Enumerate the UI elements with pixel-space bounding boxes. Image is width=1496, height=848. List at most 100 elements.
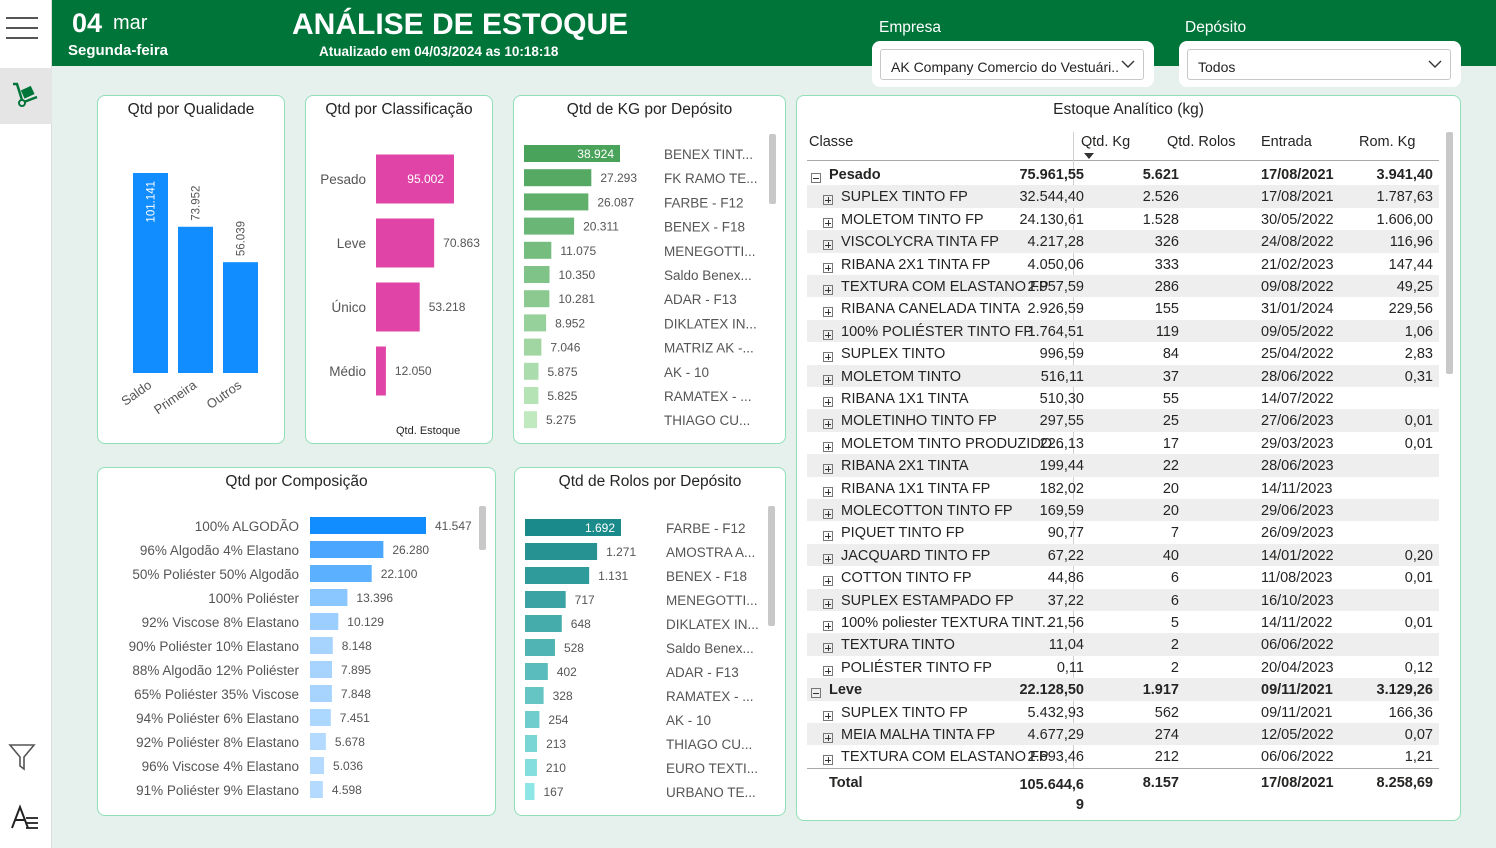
expand-icon[interactable] [823, 665, 833, 676]
row-classe: RIBANA 2X1 TINTA FP [823, 257, 990, 273]
expand-icon[interactable] [823, 553, 833, 564]
rolos-deposito-scrollbar[interactable] [768, 506, 775, 626]
group-row[interactable]: Leve 22.128,50 1.917 09/11/2021 3.129,26 [807, 678, 1439, 701]
col-header-qtd-kg[interactable]: Qtd. Kg [1081, 134, 1131, 150]
rolos-deposito-bar [525, 591, 566, 608]
expand-icon[interactable] [823, 240, 833, 251]
row-label: RIBANA 2X1 TINTA FP [841, 256, 991, 273]
kg-deposito-category-label: Saldo Benex... [664, 268, 752, 283]
row-entrada: 06/06/2022 [1261, 749, 1334, 766]
table-row[interactable]: JACQUARD TINTO FP 67,22 40 14/01/2022 0,20 [807, 543, 1439, 567]
group-row[interactable]: Pesado 75.961,55 5.621 17/08/2021 3.941,40 [807, 163, 1439, 185]
kg-deposito-scrollbar[interactable] [769, 134, 776, 204]
composicao-panel: Qtd por Composição 41.547 100% ALGODÃO 26.… [97, 467, 496, 816]
table-row[interactable]: MEIA MALHA TINTA FP 4.677,29 274 12/05/2022… [807, 723, 1439, 746]
table-row[interactable]: 100% poliester TEXTURA TINT... 21,56 5 14/1… [807, 611, 1439, 633]
table-row[interactable]: MOLETOM TINTO PRODUZIDO... 226,13 17 29/03/… [807, 432, 1439, 454]
expand-icon[interactable] [823, 352, 833, 363]
table-row[interactable]: TEXTURA TINTO 11,04 2 06/06/2022 [807, 633, 1439, 656]
table-row[interactable]: RIBANA 1X1 TINTA 510,30 55 14/07/2022 [807, 387, 1439, 409]
table-row[interactable]: RIBANA 2X1 TINTA 199,44 22 28/06/2023 [807, 454, 1439, 477]
table-row[interactable]: RIBANA 1X1 TINTA FP 182,02 20 14/11/2023 [807, 477, 1439, 499]
row-qtd-rolos: 333 [1154, 256, 1179, 273]
table-row[interactable]: MOLECOTTON TINTO FP 169,59 20 29/06/2023 [807, 499, 1439, 522]
composicao-data-label: 22.100 [381, 567, 418, 581]
rolos-deposito-category-label: Saldo Benex... [666, 641, 754, 656]
row-classe: MOLETOM TINTO PRODUZIDO... [823, 436, 1064, 452]
filter-icon[interactable] [8, 742, 36, 772]
row-qtd-rolos: 7 [1170, 525, 1179, 542]
expand-icon[interactable] [823, 531, 833, 542]
rolos-deposito-title: Qtd de Rolos por Depósito [558, 473, 742, 490]
expand-icon[interactable] [823, 643, 833, 654]
expand-icon[interactable] [823, 307, 833, 318]
expand-icon[interactable] [823, 195, 833, 206]
expand-icon[interactable] [823, 598, 833, 609]
deposito-dropdown[interactable]: Todos [1187, 49, 1451, 80]
row-label: RIBANA 2X1 TINTA [841, 458, 969, 475]
expand-icon[interactable] [823, 710, 833, 721]
table-row[interactable]: MOLETOM TINTO 516,11 37 28/06/2022 0,31 [807, 364, 1439, 387]
table-row[interactable]: SUPLEX TINTO 996,59 84 25/04/2022 2,83 [807, 342, 1439, 364]
composicao-title: Qtd por Composição [225, 473, 368, 490]
composicao-category-label: 88% Algodão 12% Poliéster [132, 663, 299, 678]
table-row[interactable]: RIBANA 2X1 TINTA FP 4.050,06 333 21/02/2023… [807, 253, 1439, 275]
expand-icon[interactable] [823, 262, 833, 273]
table-row[interactable]: MOLETINHO TINTO FP 297,55 25 27/06/2023 0,01 [807, 409, 1439, 432]
expand-icon[interactable] [823, 329, 833, 340]
col-header-rom-kg[interactable]: Rom. Kg [1359, 134, 1416, 150]
expand-icon[interactable] [823, 509, 833, 519]
row-label: TEXTURA COM ELASTANO FP [841, 279, 1049, 295]
expand-icon[interactable] [823, 755, 833, 766]
table-row[interactable]: 100% POLIÉSTER TINTO FP 1.764,51 119 09/05/… [807, 319, 1439, 343]
table-row[interactable]: SUPLEX TINTO FP 5.432,93 562 09/11/2021 166,… [807, 701, 1439, 723]
expand-icon[interactable] [823, 576, 833, 587]
table-row[interactable]: SUPLEX TINTO FP 32.544,40 2.526 17/08/2021 1… [807, 185, 1439, 208]
expand-icon[interactable] [823, 397, 833, 407]
qualidade-bar [178, 226, 213, 373]
rolos-deposito-chart: 1.692 FARBE - F12 1.271 AMOSTRA A... 1.131 BE… [525, 519, 759, 800]
expand-icon[interactable] [823, 285, 833, 295]
composicao-scrollbar[interactable] [479, 506, 486, 550]
row-label: SUPLEX TINTO [841, 346, 946, 363]
expand-icon[interactable] [823, 217, 833, 228]
table-row[interactable]: VISCOLYCRA TINTA FP 4.217,28 326 24/08/2022… [807, 230, 1439, 253]
table-row[interactable]: COTTON TINTO FP 44,86 6 11/08/2023 0,01 [807, 566, 1439, 588]
col-header-qtd-rolos[interactable]: Qtd. Rolos [1167, 134, 1236, 150]
composicao-data-label: 7.848 [341, 687, 371, 701]
table-row[interactable]: SUPLEX ESTAMPADO FP 37,22 6 16/10/2023 [807, 588, 1439, 611]
table-row[interactable]: TEXTURA COM ELASTANO FP 2.693,46 212 06/06/… [807, 745, 1439, 767]
composicao-bar [310, 733, 326, 750]
col-header-entrada[interactable]: Entrada [1261, 134, 1312, 150]
expand-icon[interactable] [823, 486, 833, 497]
estoque-scrollbar[interactable] [1446, 132, 1453, 374]
row-entrada: 17/08/2021 [1261, 167, 1334, 183]
table-row[interactable]: PIQUET TINTO FP 90,77 7 26/09/2023 [807, 521, 1439, 543]
row-entrada: 28/06/2022 [1261, 368, 1334, 385]
collapse-icon[interactable] [811, 688, 821, 699]
hamburger-menu-icon[interactable] [6, 12, 38, 42]
expand-icon[interactable] [823, 374, 833, 385]
date-month: mar [113, 12, 148, 34]
table-row[interactable]: MOLETOM TINTO FP 24.130,61 1.528 30/05/2022… [807, 208, 1439, 230]
table-row[interactable]: POLIÉSTER TINTO FP 0,11 2 20/04/2023 0,12 [807, 656, 1439, 678]
row-classe: SUPLEX TINTO FP [823, 189, 968, 206]
table-row[interactable]: RIBANA CANELADA TINTA 2.926,59 155 31/01/20… [807, 297, 1439, 319]
expand-icon[interactable] [823, 441, 833, 452]
expand-icon[interactable] [823, 621, 833, 631]
expand-icon[interactable] [823, 419, 833, 430]
expand-icon[interactable] [823, 733, 833, 743]
row-entrada: 09/11/2021 [1261, 682, 1333, 699]
expand-icon[interactable] [823, 464, 833, 475]
table-row[interactable]: TEXTURA COM ELASTANO FP 2.957,59 286 09/08/… [807, 275, 1439, 298]
col-header-classe[interactable]: Classe [809, 134, 854, 150]
empresa-dropdown[interactable]: AK Company Comercio do Vestuári... [880, 49, 1144, 80]
row-qtd-kg: 516,11 [1040, 368, 1084, 385]
nav-page-stock[interactable] [0, 68, 52, 124]
collapse-icon[interactable] [811, 173, 821, 183]
composicao-data-label: 7.451 [340, 711, 370, 725]
row-qtd-kg: 2.957,59 [1027, 279, 1084, 295]
row-classe: MOLETOM TINTO [823, 369, 961, 385]
rolos-deposito-bar [525, 687, 544, 704]
row-qtd-rolos: 1.917 [1142, 682, 1179, 699]
